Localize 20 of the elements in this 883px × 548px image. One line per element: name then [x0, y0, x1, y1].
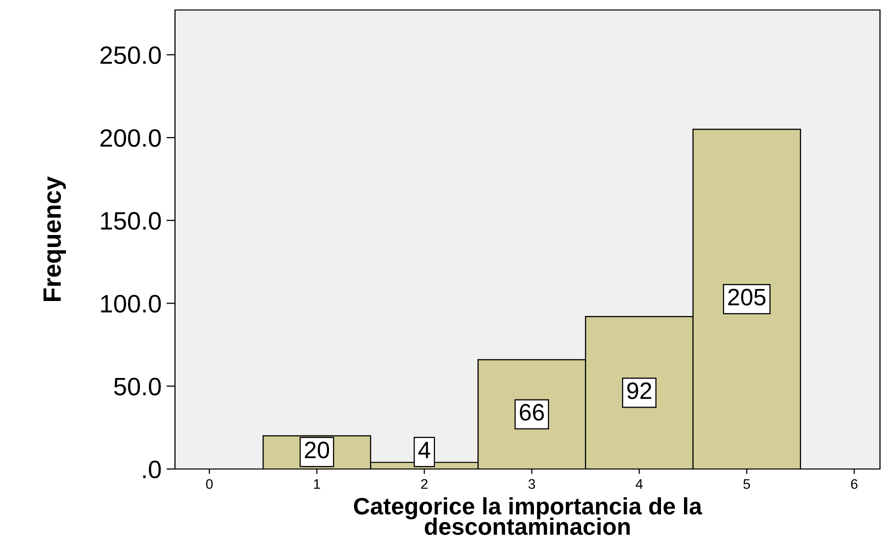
x-tick-label: 3 [528, 479, 536, 489]
y-tick-label: 50.0 [114, 378, 161, 396]
data-label: 205 [728, 288, 766, 306]
x-tick-label: 0 [206, 479, 213, 489]
y-tick-label: 200.0 [100, 129, 161, 147]
x-tick-label: 6 [851, 479, 858, 489]
y-tick-label: 150.0 [101, 212, 161, 230]
data-label: 4 [418, 442, 430, 458]
y-tick-label: 100.0 [101, 294, 161, 313]
x-tick-label: 5 [743, 479, 750, 489]
data-label: 92 [627, 382, 652, 400]
x-tick-label: 2 [421, 479, 428, 489]
data-label: 20 [304, 442, 330, 458]
x-tick-label: 1 [314, 479, 320, 489]
y-tick-label: .0 [143, 460, 161, 478]
y-tick-label: 250.0 [100, 46, 161, 64]
data-label: 66 [520, 404, 544, 421]
x-tick-label: 4 [636, 479, 643, 489]
y-axis-title: Frequency [44, 176, 66, 302]
x-axis-title: Categorice la importancia de la descontaminacion [354, 497, 702, 535]
